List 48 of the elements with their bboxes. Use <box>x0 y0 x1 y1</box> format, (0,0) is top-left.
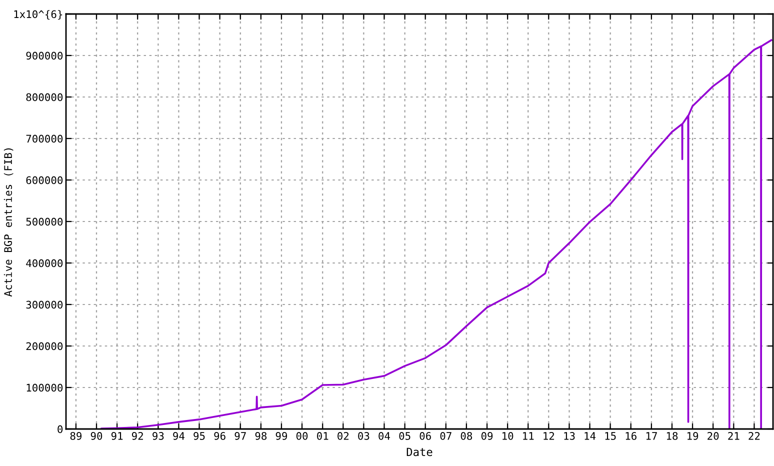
x-tick-label: 07 <box>440 432 452 440</box>
y-tick-label: 1x10^{6} <box>14 10 62 20</box>
x-tick-label: 19 <box>688 432 698 440</box>
x-tick-label: 15 <box>605 432 616 440</box>
x-tick-label: 91 <box>111 432 123 440</box>
x-tick-label: 06 <box>420 432 431 440</box>
x-tick-label: 97 <box>234 432 246 440</box>
x-tick-label: 18 <box>666 432 678 440</box>
x-tick-label: 00 <box>296 432 308 440</box>
y-tick-label: 100000 <box>26 384 63 392</box>
x-tick-label: 21 <box>728 432 740 440</box>
x-tick-label: 16 <box>626 432 636 440</box>
line-series <box>100 39 772 429</box>
x-tick-label: 22 <box>748 432 760 440</box>
x-tick-label: 11 <box>523 432 534 440</box>
x-tick-label: 98 <box>255 432 267 440</box>
x-tick-label: 09 <box>481 432 493 440</box>
x-tick-label: 95 <box>194 432 205 440</box>
x-tick-label: 01 <box>317 432 328 440</box>
x-axis-title: Date <box>406 448 432 456</box>
y-tick-label: 800000 <box>26 93 63 102</box>
x-tick-label: 13 <box>564 432 575 440</box>
x-tick-label: 14 <box>584 432 596 440</box>
x-tick-label: 96 <box>214 432 226 440</box>
y-tick-label: 600000 <box>26 176 63 184</box>
x-tick-label: 02 <box>338 432 349 440</box>
x-tick-label: 10 <box>502 432 514 440</box>
x-tick-label: 04 <box>378 432 390 440</box>
x-tick-label: 93 <box>152 432 164 440</box>
x-tick-label: 90 <box>90 432 102 440</box>
x-tick-label: 92 <box>132 432 143 440</box>
y-tick-label: 300000 <box>26 300 63 309</box>
y-axis-title: Active BGP entries (FIB) <box>4 148 14 297</box>
x-tick-label: 99 <box>276 432 288 440</box>
x-tick-label: 08 <box>460 432 472 440</box>
x-tick-label: 12 <box>544 432 554 440</box>
x-tick-label: 17 <box>646 432 657 440</box>
y-tick-label: 700000 <box>26 134 63 143</box>
x-tick-label: 89 <box>70 432 82 440</box>
y-tick-label: 900000 <box>26 52 63 60</box>
y-tick-label: 500000 <box>26 218 63 226</box>
y-tick-label: 200000 <box>26 342 63 350</box>
x-tick-label: 03 <box>358 432 370 440</box>
x-tick-label: 20 <box>708 432 719 440</box>
y-tick-label: 0 <box>58 425 63 434</box>
x-tick-label: 05 <box>399 432 410 440</box>
x-tick-label: 94 <box>173 432 184 440</box>
y-tick-label: 400000 <box>26 259 63 268</box>
